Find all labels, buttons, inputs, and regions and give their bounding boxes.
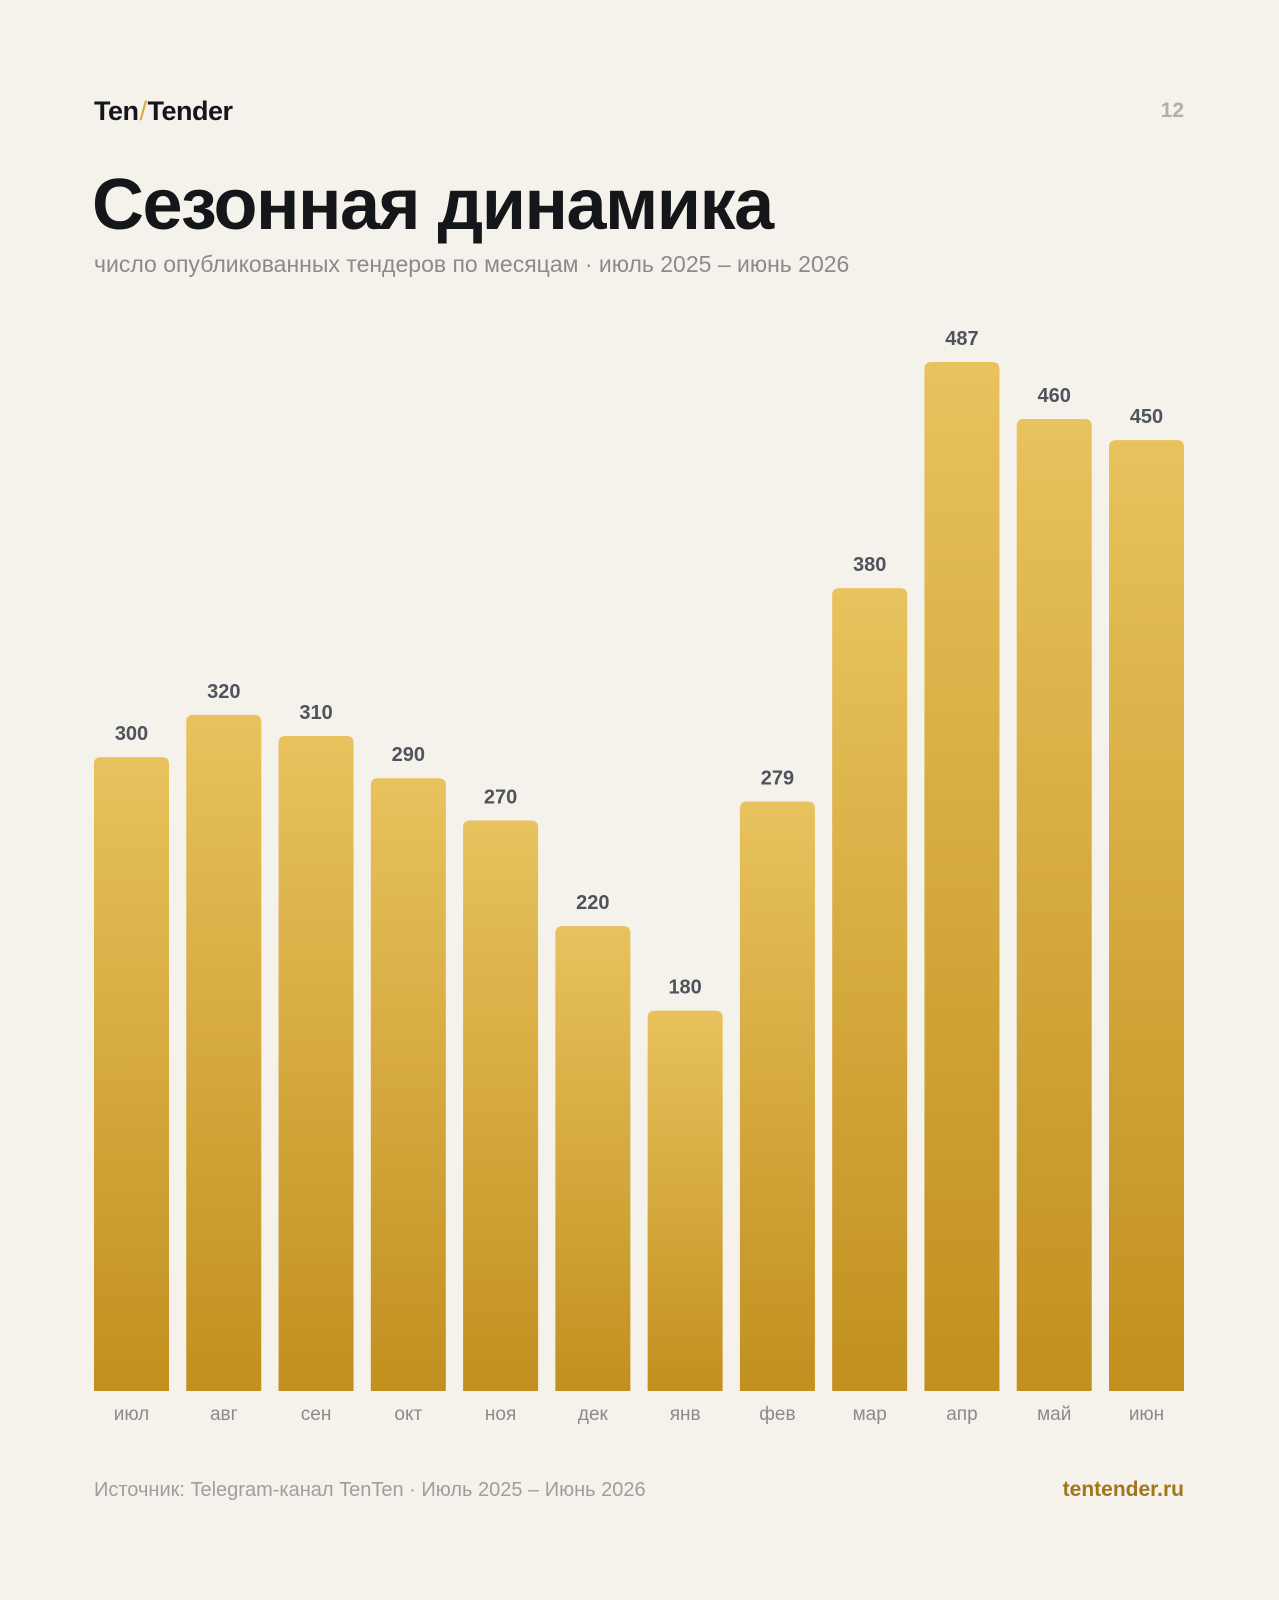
brand-tender: Tender [147, 96, 234, 126]
bar-дек [555, 926, 631, 1391]
bar-май [1016, 419, 1092, 1391]
category-label-окт: окт [394, 1404, 422, 1425]
value-label-фев: 279 [761, 767, 794, 789]
value-label-окт: 290 [392, 744, 425, 766]
brand-slash: / [139, 96, 148, 126]
category-label-сен: сен [301, 1404, 332, 1425]
bar-июн [1109, 440, 1184, 1391]
category-label-июн: июн [1129, 1404, 1164, 1425]
bar-окт [370, 778, 446, 1391]
bar-апр [924, 362, 1000, 1391]
value-label-июл: 300 [115, 723, 148, 745]
value-label-май: 460 [1038, 385, 1071, 407]
category-label-янв: янв [670, 1404, 701, 1425]
value-label-сен: 310 [299, 702, 332, 724]
bar-chart: 300 июл 320 авг 310 сен 290 окт 270 ноя 220 дек 180 я… [94, 328, 1184, 1425]
value-label-апр: 487 [945, 328, 978, 350]
chart-title: Сезонная динамика [92, 165, 774, 245]
category-label-мар: мар [853, 1404, 887, 1425]
value-label-дек: 220 [576, 892, 609, 914]
brand-ten: Ten [94, 96, 139, 126]
brand-logo: Ten/Tender [94, 95, 233, 127]
value-label-авг: 320 [207, 681, 240, 703]
category-label-июл: июл [114, 1404, 150, 1425]
category-label-фев: фев [759, 1404, 795, 1425]
value-label-ноя: 270 [484, 787, 517, 809]
bar-ноя [463, 820, 539, 1391]
category-label-апр: апр [946, 1404, 977, 1425]
value-label-янв: 180 [668, 977, 701, 999]
bars-group: 300 июл 320 авг 310 сен 290 окт 270 ноя 220 дек 180 я… [94, 328, 1184, 1425]
bar-авг [186, 714, 262, 1391]
category-label-май: май [1037, 1404, 1071, 1425]
bar-мар [832, 588, 908, 1391]
footer-site-link[interactable]: tentender.ru [1062, 1478, 1184, 1501]
bar-июл [94, 757, 169, 1391]
category-label-дек: дек [578, 1404, 609, 1425]
page-number: 12 [1160, 99, 1184, 122]
chart-subtitle: число опубликованных тендеров по месяцам… [94, 251, 850, 277]
value-label-июн: 450 [1130, 406, 1163, 428]
value-label-мар: 380 [853, 554, 886, 576]
bar-янв [647, 1010, 723, 1391]
bar-сен [278, 735, 354, 1391]
footer-source: Источник: Telegram-канал TenTen · Июль 2… [94, 1479, 646, 1501]
category-label-авг: авг [210, 1404, 238, 1425]
category-label-ноя: ноя [485, 1404, 516, 1425]
bar-фев [739, 801, 815, 1391]
